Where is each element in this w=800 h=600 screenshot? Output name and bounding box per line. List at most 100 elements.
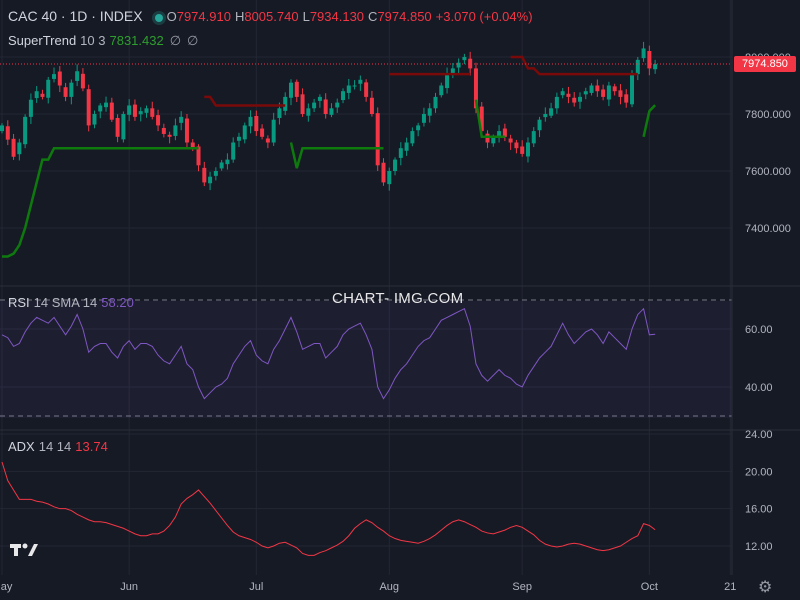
supertrend-segment	[204, 95, 286, 107]
supertrend-value: 7831.432	[109, 33, 164, 48]
candle-body	[219, 162, 224, 169]
candle-body	[456, 62, 461, 68]
candle-body	[514, 142, 519, 149]
candle-body	[156, 115, 161, 126]
candle-body	[416, 125, 421, 131]
candle-body	[537, 119, 542, 131]
candle-body	[647, 51, 652, 69]
y-tick-label: 12.00	[745, 541, 773, 553]
adx-legend[interactable]: ADX 14 14 13.74	[8, 439, 112, 454]
last-price-tag: 7974.850	[734, 56, 796, 72]
candle-body	[485, 133, 490, 143]
adx-value: 13.74	[75, 439, 108, 454]
y-tick-label: 24.00	[745, 429, 773, 441]
low-value: 7934.130	[309, 9, 365, 24]
candle-body	[612, 86, 617, 92]
y-tick-label: 20.00	[745, 466, 773, 478]
candle-body	[317, 96, 322, 101]
candle-body	[167, 134, 172, 137]
candle-body	[28, 99, 33, 117]
open-label: O	[166, 9, 177, 24]
candle-body	[231, 142, 236, 160]
candle-body	[450, 68, 455, 75]
settings-gear-icon[interactable]: ⚙	[758, 579, 773, 596]
symbol-title[interactable]: CAC 40 · 1D · INDEX	[8, 8, 143, 24]
candle-body	[213, 171, 218, 176]
na-icon: ∅	[169, 33, 182, 48]
close-label: C	[368, 9, 378, 24]
candle-body	[34, 91, 39, 99]
candle-body	[439, 85, 444, 96]
candle-body	[381, 162, 386, 183]
candle-body	[393, 159, 398, 171]
candle-body	[80, 73, 85, 89]
candle-body	[445, 74, 450, 89]
candle-body	[242, 125, 247, 140]
candle-body	[653, 64, 658, 70]
candle-body	[184, 118, 189, 143]
candle-body	[497, 131, 502, 136]
candle-body	[202, 167, 207, 183]
x-axis-labels: May Jun Jul Aug Sep Oct 21	[0, 581, 736, 593]
candle-body	[109, 102, 114, 120]
x-tick-label: May	[0, 581, 13, 593]
candle-body	[578, 96, 582, 102]
candle-body	[208, 176, 213, 184]
candle-body	[525, 142, 530, 157]
candle-body	[225, 159, 230, 165]
y-tick-label: 16.00	[745, 504, 773, 516]
x-tick-label: Aug	[379, 581, 399, 593]
rsi-band-fill	[0, 301, 732, 418]
candle-body	[369, 97, 374, 114]
y-tick-label: 60.00	[745, 324, 773, 336]
candle-body	[508, 138, 513, 143]
candle-body	[161, 127, 166, 134]
candle-body	[606, 85, 611, 100]
supertrend-legend[interactable]: SuperTrend 10 3 7831.432 ∅ ∅	[8, 33, 202, 49]
ohlc-header: CAC 40 · 1D · INDEX O7974.910 H8005.740 L79…	[8, 8, 537, 24]
x-tick-label: 21	[724, 581, 736, 593]
candle-body	[57, 71, 62, 86]
rsi-label: RSI	[8, 295, 30, 310]
candle-body	[98, 105, 103, 112]
candle-body	[260, 128, 265, 137]
rsi-line	[1, 307, 656, 400]
candle-body	[358, 79, 363, 84]
candlestick-series	[0, 41, 658, 191]
candle-body	[127, 105, 132, 115]
candle-body	[138, 111, 143, 115]
candle-body	[190, 142, 195, 149]
supertrend-segment	[289, 142, 384, 169]
candle-body	[433, 96, 438, 109]
candle-body	[40, 93, 45, 97]
candle-body	[375, 113, 380, 166]
candle-body	[329, 108, 334, 115]
watermark: CHART- IMG.COM	[332, 290, 464, 307]
market-status-dot	[154, 13, 163, 22]
candle-body	[289, 82, 293, 98]
candle-body	[248, 116, 253, 127]
candle-body	[17, 142, 22, 155]
y-tick-label: 7800.000	[745, 109, 791, 121]
y-tick-label: 7400.000	[745, 223, 791, 235]
candle-body	[462, 57, 467, 61]
candle-body	[46, 79, 51, 98]
candle-body	[520, 146, 525, 154]
candle-body	[283, 96, 288, 111]
supertrend-segment	[642, 104, 657, 138]
candle-body	[236, 136, 241, 141]
candle-body	[421, 114, 426, 123]
x-tick-label: Jul	[249, 581, 263, 593]
rsi-legend[interactable]: RSI 14 SMA 14 58.20	[8, 295, 138, 310]
candle-body	[323, 99, 328, 114]
x-tick-label: Oct	[641, 581, 658, 593]
candle-body	[583, 91, 588, 95]
rsi-value: 58.20	[101, 295, 134, 310]
open-value: 7974.910	[176, 9, 231, 24]
candle-body	[115, 117, 120, 137]
candle-body	[23, 116, 28, 145]
candle-body	[479, 106, 484, 132]
adx-line	[1, 461, 656, 556]
candle-body	[572, 97, 577, 103]
